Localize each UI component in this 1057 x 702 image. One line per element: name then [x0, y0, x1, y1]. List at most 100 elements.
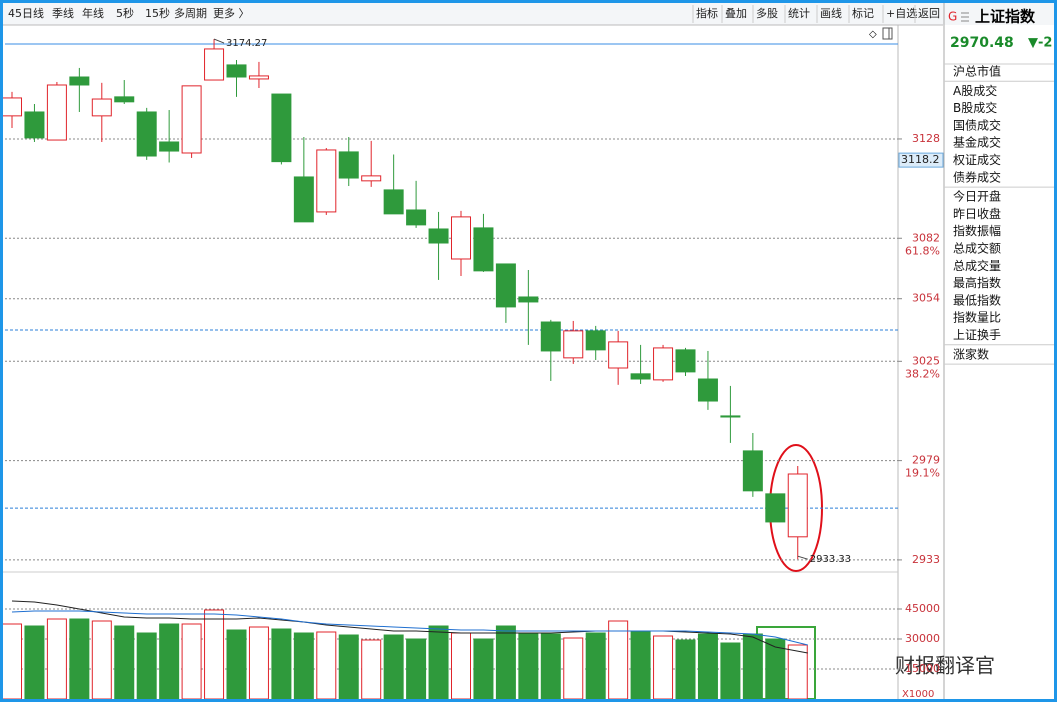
y-tick-label: 3128 — [912, 132, 940, 145]
volume-bar — [406, 638, 427, 699]
candle-body — [742, 450, 763, 492]
price: 2970.48 — [950, 35, 1014, 51]
toolbar-button[interactable]: 画线 — [820, 6, 842, 20]
volume-bar — [765, 638, 786, 699]
price-box — [898, 152, 944, 168]
toolbar-button[interactable]: +自选 — [886, 7, 917, 20]
sidebar-item[interactable]: 上证换手 — [953, 328, 1001, 342]
candle-body — [720, 415, 741, 418]
volume-bar — [69, 618, 90, 699]
sidebar-item[interactable]: 指数量比 — [953, 310, 1001, 325]
sidebar-item[interactable]: 昨日收盘 — [953, 206, 1001, 221]
toolbar-button[interactable]: 多股 — [756, 6, 778, 20]
sidebar-item[interactable]: 基金成交 — [953, 135, 1001, 150]
y-tick-label: 45000 — [905, 602, 940, 615]
volume-bar — [271, 628, 292, 699]
volume-bar — [653, 635, 674, 699]
candle-body — [46, 84, 67, 141]
sidebar-item[interactable]: 最高指数 — [953, 275, 1001, 290]
change: ▼-2 — [1028, 36, 1052, 51]
candle-body — [495, 263, 516, 308]
sidebar-item[interactable]: 债券成交 — [953, 169, 1001, 184]
candle-body — [114, 96, 135, 103]
volume-bar — [383, 634, 404, 699]
candle-body — [630, 373, 651, 380]
price-marker: 3118.2 — [901, 153, 940, 166]
volume-bar — [24, 625, 45, 699]
menu-icon[interactable] — [961, 12, 969, 22]
candle-body — [361, 175, 382, 182]
sidebar-item[interactable]: 涨家数 — [953, 346, 989, 361]
y-tick-label: 15000 — [905, 662, 940, 675]
sidebar-item[interactable]: 沪总市值 — [953, 64, 1001, 79]
candle-body — [653, 347, 674, 381]
volume-bar — [473, 638, 494, 699]
index-title: 上证指数 — [975, 8, 1036, 26]
candle-body — [136, 111, 157, 157]
volume-bar — [91, 620, 112, 699]
volume-bar — [495, 625, 516, 699]
candle-body — [181, 85, 202, 154]
max-pointer — [213, 38, 225, 44]
y-tick-label: 3082 — [912, 231, 940, 244]
volume-bar — [46, 618, 67, 699]
candle-body — [765, 493, 786, 523]
sidebar-item[interactable]: 总成交量 — [953, 258, 1001, 273]
candle-body — [383, 189, 404, 215]
toolbar-button[interactable]: 指标 — [696, 6, 718, 20]
volume-bar — [428, 625, 449, 699]
max-label: 3174.27 — [226, 38, 267, 49]
chart: ◇ G 上证指数 2970.48 ▼-2 财报翻译官 45日线 季线 年线 5秒 15秒… — [3, 3, 1054, 699]
icon[interactable]: ◇ — [869, 29, 877, 40]
candle-body — [24, 111, 45, 139]
icon[interactable] — [882, 27, 893, 40]
candle-body — [540, 321, 561, 352]
toolbar-item[interactable]: 更多 〉 — [213, 6, 250, 20]
y-tick-label: 3025 — [912, 354, 940, 367]
toolbar-button[interactable]: 标记 — [852, 6, 874, 20]
toolbar-item[interactable]: 季线 — [52, 6, 74, 20]
fib-label: 38.2% — [905, 367, 940, 380]
sidebar-item[interactable]: 今日开盘 — [953, 189, 1001, 204]
y-tick-label: 30000 — [905, 632, 940, 645]
volume-bar — [114, 625, 135, 699]
toolbar-item[interactable]: 多周期 — [174, 6, 207, 20]
sidebar-item[interactable]: 最低指数 — [953, 292, 1001, 307]
toolbar-item[interactable]: 5秒 — [116, 6, 134, 20]
sidebar-item[interactable]: 总成交额 — [953, 241, 1001, 256]
toolbar-item[interactable]: 年线 — [82, 6, 104, 20]
sidebar-item[interactable]: A股成交 — [953, 83, 997, 98]
sidebar-item[interactable]: B股成交 — [953, 100, 997, 115]
sidebar-item[interactable]: 指数振幅 — [953, 223, 1001, 238]
toolbar-button[interactable]: 叠加 — [725, 7, 747, 20]
sidebar-item[interactable]: 国债成交 — [953, 117, 1001, 132]
candle-body — [563, 330, 584, 359]
candle-body — [271, 93, 292, 163]
volume-bar — [540, 633, 561, 699]
volume-bar — [742, 633, 763, 699]
candle-body — [451, 216, 471, 260]
toolbar-button[interactable]: 统计 — [788, 7, 810, 20]
candle-body — [406, 209, 427, 226]
volume-bar — [248, 626, 269, 699]
candle-body — [518, 296, 539, 303]
candle-body — [226, 64, 247, 78]
code: G — [948, 10, 957, 24]
candle-body — [428, 228, 449, 244]
volume-bar — [3, 623, 22, 699]
volume-bar — [293, 632, 314, 699]
toolbar-button[interactable]: 返回 — [918, 7, 940, 20]
unit-label: X1000 — [902, 689, 934, 699]
volume-bar — [563, 637, 584, 699]
candle-body — [204, 48, 225, 81]
volume-bar — [585, 632, 606, 699]
sidebar-item[interactable]: 权证成交 — [953, 152, 1001, 167]
volume-bar — [159, 623, 180, 699]
min-pointer — [797, 555, 808, 560]
ma-line — [11, 610, 808, 646]
candle-body — [69, 76, 90, 86]
min-label: 2933.33 — [810, 554, 851, 565]
toolbar-item[interactable]: 45日线 — [8, 6, 44, 20]
candle-body — [248, 75, 269, 80]
toolbar-item[interactable]: 15秒 — [145, 6, 170, 20]
